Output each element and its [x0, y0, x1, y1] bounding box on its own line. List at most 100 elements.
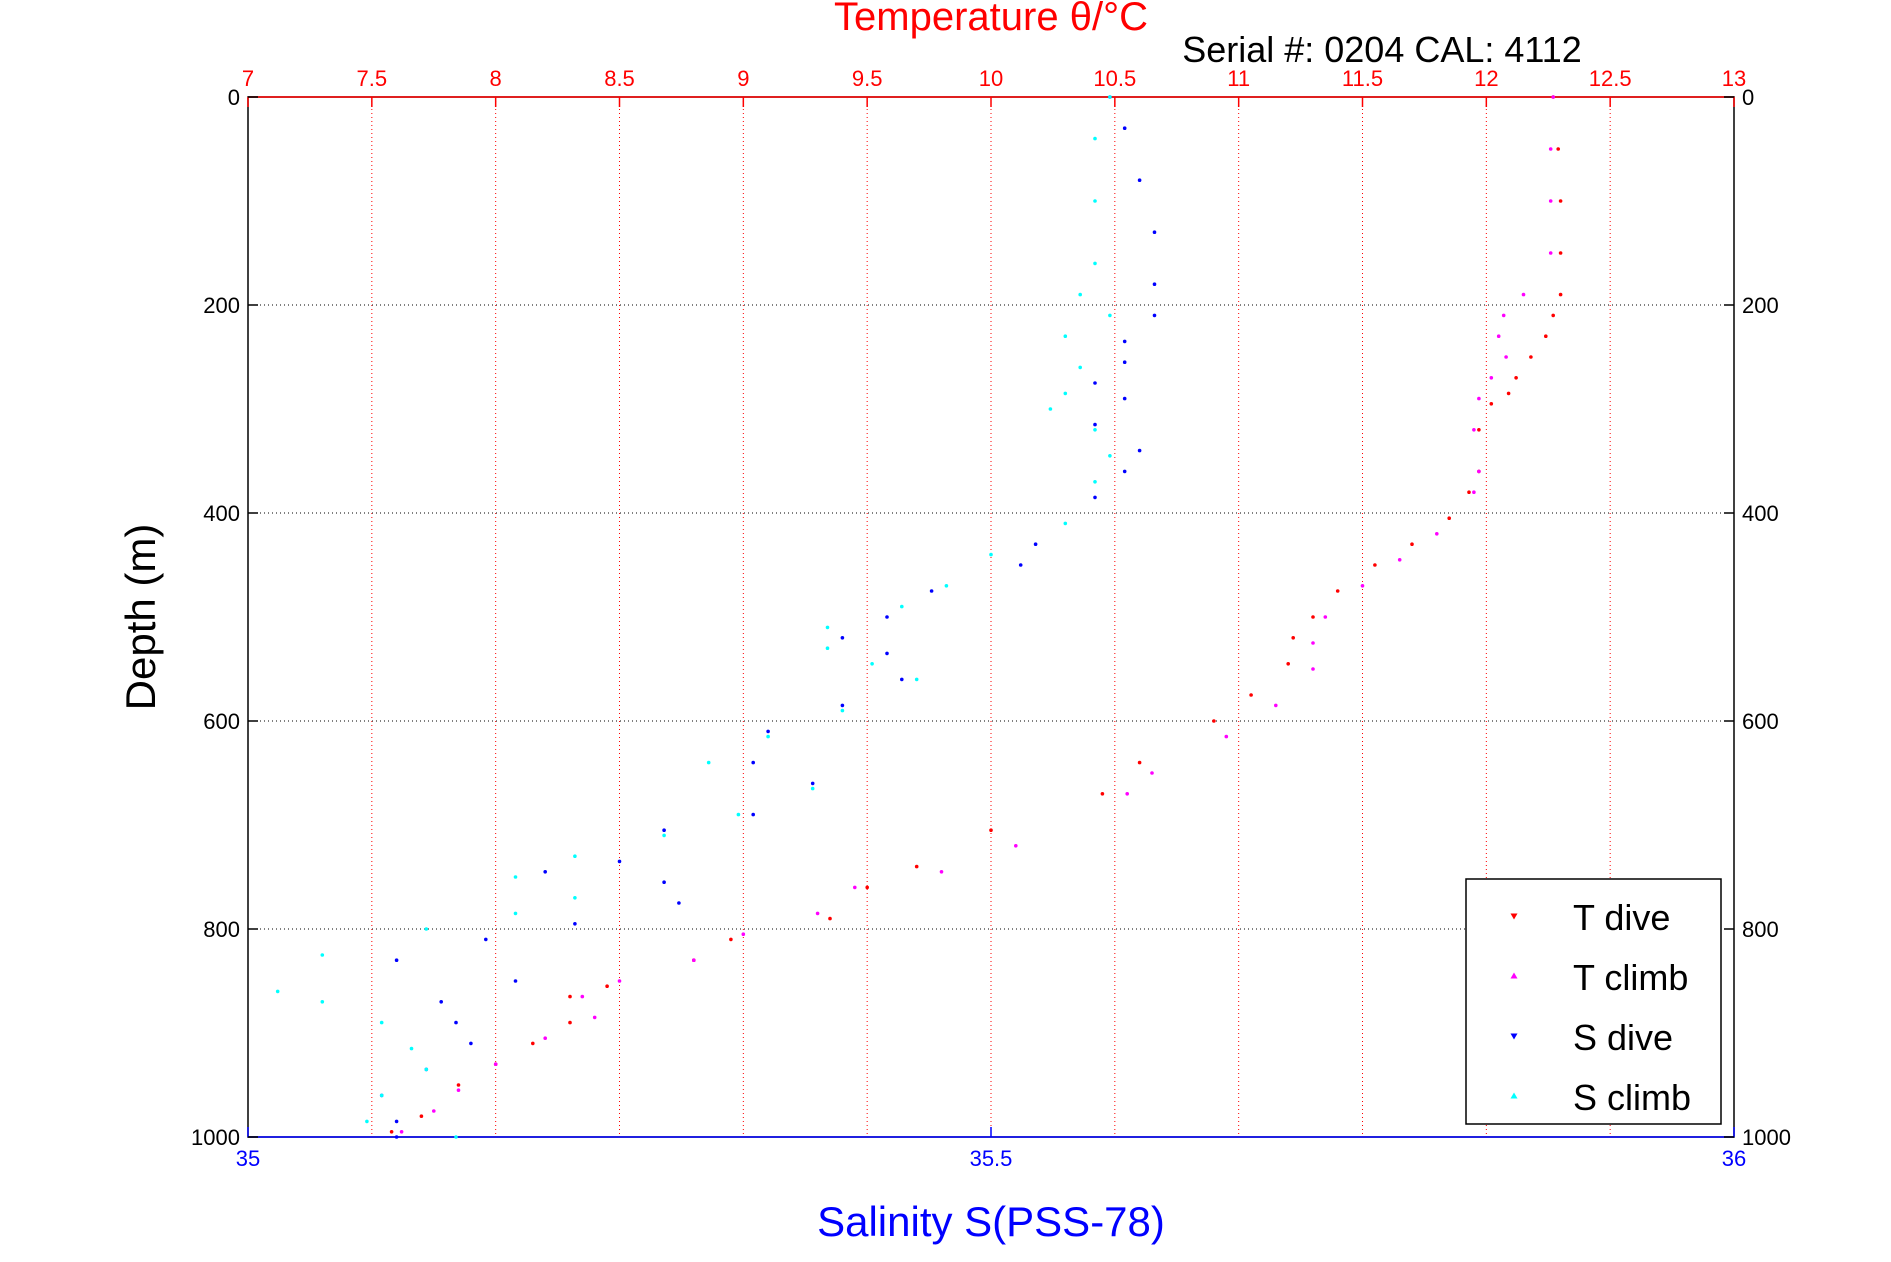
data-point [1477, 396, 1481, 401]
data-point [751, 812, 755, 817]
data-point [1544, 334, 1548, 339]
data-point [389, 1130, 394, 1134]
data-point [944, 584, 949, 588]
data-point [828, 916, 832, 921]
data-point [1311, 615, 1315, 619]
data-point [1093, 136, 1097, 141]
data-point [1529, 355, 1533, 359]
data-point [1410, 542, 1414, 546]
data-point [1477, 428, 1481, 432]
data-point [1551, 313, 1555, 318]
data-point [1397, 558, 1402, 562]
data-point [1551, 95, 1555, 99]
data-point [1335, 589, 1340, 593]
right-tick-label: 0 [1742, 85, 1754, 110]
data-point [1360, 584, 1365, 588]
data-point [1489, 376, 1494, 380]
data-point [379, 1020, 384, 1025]
data-point [939, 870, 944, 874]
data-point [1122, 469, 1127, 474]
legend-box [1465, 878, 1722, 1125]
right-tick-label: 400 [1742, 501, 1779, 526]
data-point [1556, 147, 1560, 151]
data-point [989, 828, 993, 832]
data-point [885, 615, 889, 619]
data-point [568, 1020, 572, 1025]
data-point [1521, 292, 1526, 297]
data-point [1150, 771, 1154, 775]
data-point [1122, 360, 1127, 365]
data-point [568, 994, 572, 999]
data-point [766, 729, 770, 734]
data-point [662, 828, 666, 832]
data-point [580, 994, 585, 999]
data-point [1514, 376, 1518, 380]
data-point [592, 1015, 597, 1020]
data-point [1558, 292, 1563, 297]
data-point [493, 1062, 498, 1066]
data-point [751, 760, 755, 765]
data-point [320, 953, 325, 957]
data-point [929, 589, 934, 593]
data-point [840, 636, 845, 640]
right-tick-label: 200 [1742, 293, 1779, 318]
data-point [454, 1020, 458, 1025]
data-point [513, 911, 518, 916]
data-point [456, 1083, 461, 1087]
top-tick-label: 12.5 [1589, 66, 1632, 91]
data-point [853, 885, 857, 890]
data-point [573, 922, 577, 926]
data-point [456, 1088, 461, 1092]
legend-items: T dive T climb S dive S climb [1510, 897, 1691, 1118]
top-tick-label: 8.5 [604, 66, 635, 91]
data-point [573, 854, 577, 858]
data-point [1093, 480, 1097, 484]
series-s-climb [275, 94, 1112, 1139]
data-point [900, 677, 904, 682]
data-point [1093, 495, 1097, 500]
data-point [1093, 428, 1097, 432]
x-axis-label: Salinity S(PSS-78) [817, 1198, 1165, 1245]
data-point [1311, 641, 1315, 645]
data-point [394, 958, 399, 962]
bottom-tick-label: 36 [1722, 1146, 1746, 1171]
data-point [1504, 355, 1508, 359]
data-series [275, 94, 1563, 1139]
data-point [1467, 490, 1471, 495]
data-point [531, 1041, 535, 1046]
data-point [810, 786, 815, 791]
data-point [1501, 313, 1506, 318]
data-point [1137, 760, 1142, 765]
right-tick-label: 800 [1742, 917, 1779, 942]
data-point [1472, 490, 1476, 495]
top-tick-label: 12 [1474, 66, 1498, 91]
data-point [1093, 381, 1097, 385]
left-tick-label: 600 [203, 709, 240, 734]
series-t-dive [389, 95, 1563, 1134]
data-point [1558, 251, 1563, 255]
data-point [320, 1000, 325, 1004]
left-tick-label: 200 [203, 293, 240, 318]
data-point [1548, 251, 1553, 255]
data-point [1100, 792, 1105, 796]
data-point [865, 885, 869, 890]
data-point [543, 870, 547, 874]
data-point [1286, 662, 1290, 666]
data-point [424, 1067, 429, 1072]
data-point [1122, 126, 1127, 130]
data-point [840, 703, 845, 708]
data-point [766, 734, 770, 739]
data-point [379, 1093, 384, 1098]
data-point [885, 651, 889, 656]
data-point [1548, 199, 1553, 203]
bottom-tick-label: 35.5 [970, 1146, 1013, 1171]
data-point [1093, 422, 1097, 427]
top-tick-label: 10 [979, 66, 1003, 91]
data-point [1152, 313, 1157, 318]
legend: T dive T climb S dive S climb [1465, 878, 1722, 1125]
data-point [1152, 282, 1157, 287]
data-point [1078, 365, 1082, 370]
legend-label: T dive [1573, 897, 1670, 938]
data-point [870, 662, 874, 666]
data-point [617, 859, 622, 864]
